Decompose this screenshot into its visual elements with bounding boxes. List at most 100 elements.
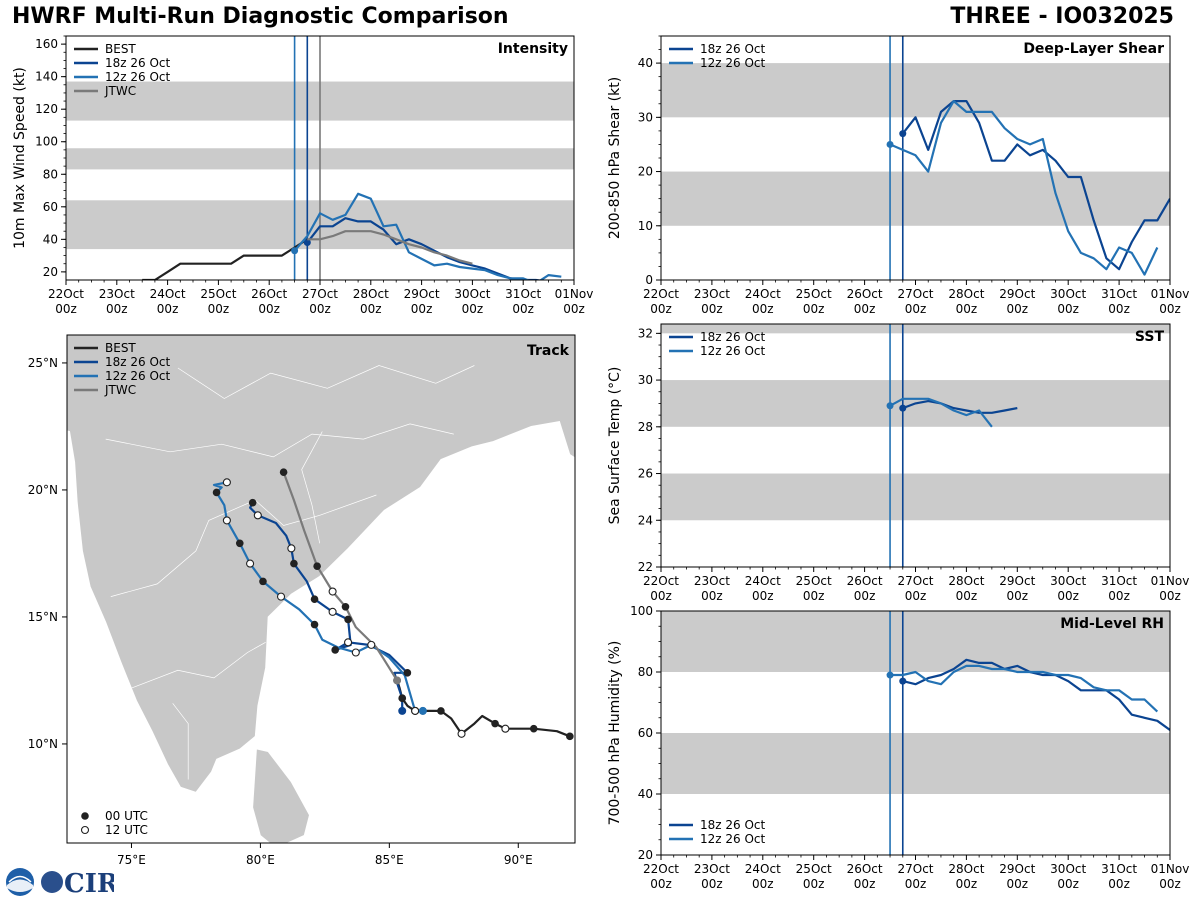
x-tick-day-label: 31Oct [1101,862,1137,876]
legend-label: BEST [105,42,136,56]
x-tick-day-label: 26Oct [847,287,883,301]
state-border-line [110,494,377,597]
x-tick-day-label: 28Oct [948,287,984,301]
track-marker-12utc [457,729,466,738]
y-tick-label: 140 [35,70,58,84]
track-marker-12utc [287,544,296,553]
x-tick-hour-label: 00z [701,302,723,316]
x-tick-day-label: 01Nov [555,287,594,301]
state-border-line [131,641,266,689]
x-tick-day-label: 29Oct [999,574,1035,588]
x-tick-hour-label: 00z [1108,877,1130,891]
longitude-label: 85°E [375,853,404,867]
x-tick-hour-label: 00z [1007,877,1029,891]
track-marker-12utc [367,640,376,649]
x-tick-hour-label: 00z [512,302,534,316]
x-tick-day-label: 22Oct [643,574,679,588]
x-tick-hour-label: 00z [803,302,825,316]
y-tick-label: 100 [35,135,58,149]
track-marker-00utc [491,719,499,728]
axes-frame [660,323,1171,568]
x-tick-day-label: 30Oct [1050,862,1086,876]
x-tick-hour-label: 00z [1159,589,1181,603]
track-marker-00utc [341,602,350,611]
y-tick-label: 80 [43,167,58,181]
x-tick-hour-label: 00z [650,877,672,891]
x-tick-hour-label: 00z [752,589,774,603]
x-tick-hour-label: 00z [650,302,672,316]
track-marker-12utc [344,638,353,647]
panel-intensity: 2040608010012014016022Oct00z23Oct00z24Oc… [12,35,594,316]
legend-marker-00utc [81,812,89,820]
legend-label: 12z 26 Oct [700,344,766,358]
track-marker-00utc [313,562,321,570]
track-marker-00utc [310,620,319,629]
y-tick-label: 100 [630,604,653,618]
current-position-12z [418,706,427,715]
shaded-band-2 [661,324,1170,334]
track-marker-12utc [501,724,510,733]
y-tick-label: 120 [35,102,58,116]
state-border-line [301,431,323,544]
x-tick-day-label: 01Nov [1151,574,1190,588]
shaded-band-0 [661,171,1170,226]
legend-marker-12utc [80,825,90,835]
x-tick-hour-label: 00z [905,877,927,891]
shaded-band-0 [661,733,1170,794]
x-tick-day-label: 23Oct [694,574,730,588]
y-tick-label: 0 [645,273,653,287]
panel-track: 75°E 80°E 85°E 90°E 10°N 15°N 20°N 25°N Track BES… [28,334,576,867]
x-tick-day-label: 29Oct [404,287,440,301]
x-tick-day-label: 25Oct [200,287,236,301]
x-tick-hour-label: 00z [803,589,825,603]
track-marker-00utc [235,539,244,548]
x-tick-day-label: 28Oct [948,574,984,588]
legend-label: 12z 26 Oct [700,832,766,846]
track-marker-00utc [566,732,574,741]
y-axis-label: 700-500 hPa Humidity (%) [607,641,623,826]
y-tick-label: 40 [638,56,653,70]
track-marker-00utc [437,707,445,715]
x-tick-hour-label: 00z [258,302,280,316]
y-tick-label: 32 [638,326,653,340]
y-tick-label: 40 [43,232,58,246]
x-tick-day-label: 24Oct [745,574,781,588]
track-marker-00utc [331,646,339,654]
series-line-run_18z [902,658,1170,731]
x-tick-hour-label: 00z [55,302,77,316]
track-marker-12utc [253,511,262,520]
legend-label: 18z 26 Oct [105,355,171,369]
legend-label: 18z 26 Oct [700,42,766,56]
legend-label: BEST [105,341,136,355]
legend-label: JTWC [104,383,136,397]
x-tick-hour-label: 00z [956,877,978,891]
legend-label: 12z 26 Oct [105,70,171,84]
figure-title: HWRF Multi-Run Diagnostic Comparison [12,4,509,29]
track-marker-12utc [411,706,420,715]
series-start-point-run_18z [899,677,907,685]
x-tick-hour-label: 00z [360,302,382,316]
track-marker-00utc [212,488,221,497]
x-tick-hour-label: 00z [1007,302,1029,316]
x-tick-day-label: 22Oct [643,862,679,876]
x-tick-day-label: 22Oct [643,287,679,301]
x-tick-hour-label: 00z [157,302,179,316]
x-tick-hour-label: 00z [956,302,978,316]
y-tick-label: 20 [638,165,653,179]
series-line-run_18z [901,99,1170,271]
panel-sst: 22242628303222Oct00z23Oct00z24Oct00z25Oc… [607,323,1190,603]
legend-label: 18z 26 Oct [700,330,766,344]
current-position-18z [398,706,407,715]
series-line-run_12z [889,99,1159,276]
series-group [142,192,562,280]
state-border-line [172,703,189,780]
x-tick-hour-label: 00z [650,589,672,603]
panel-title: Track [527,343,570,359]
track-marker-12utc [351,648,360,657]
x-tick-day-label: 31Oct [1101,287,1137,301]
y-tick-label: 20 [638,848,653,862]
series-start-point-run_12z [291,247,299,255]
x-tick-day-label: 29Oct [999,862,1035,876]
x-tick-hour-label: 00z [1108,302,1130,316]
x-tick-day-label: 31Oct [1101,574,1137,588]
